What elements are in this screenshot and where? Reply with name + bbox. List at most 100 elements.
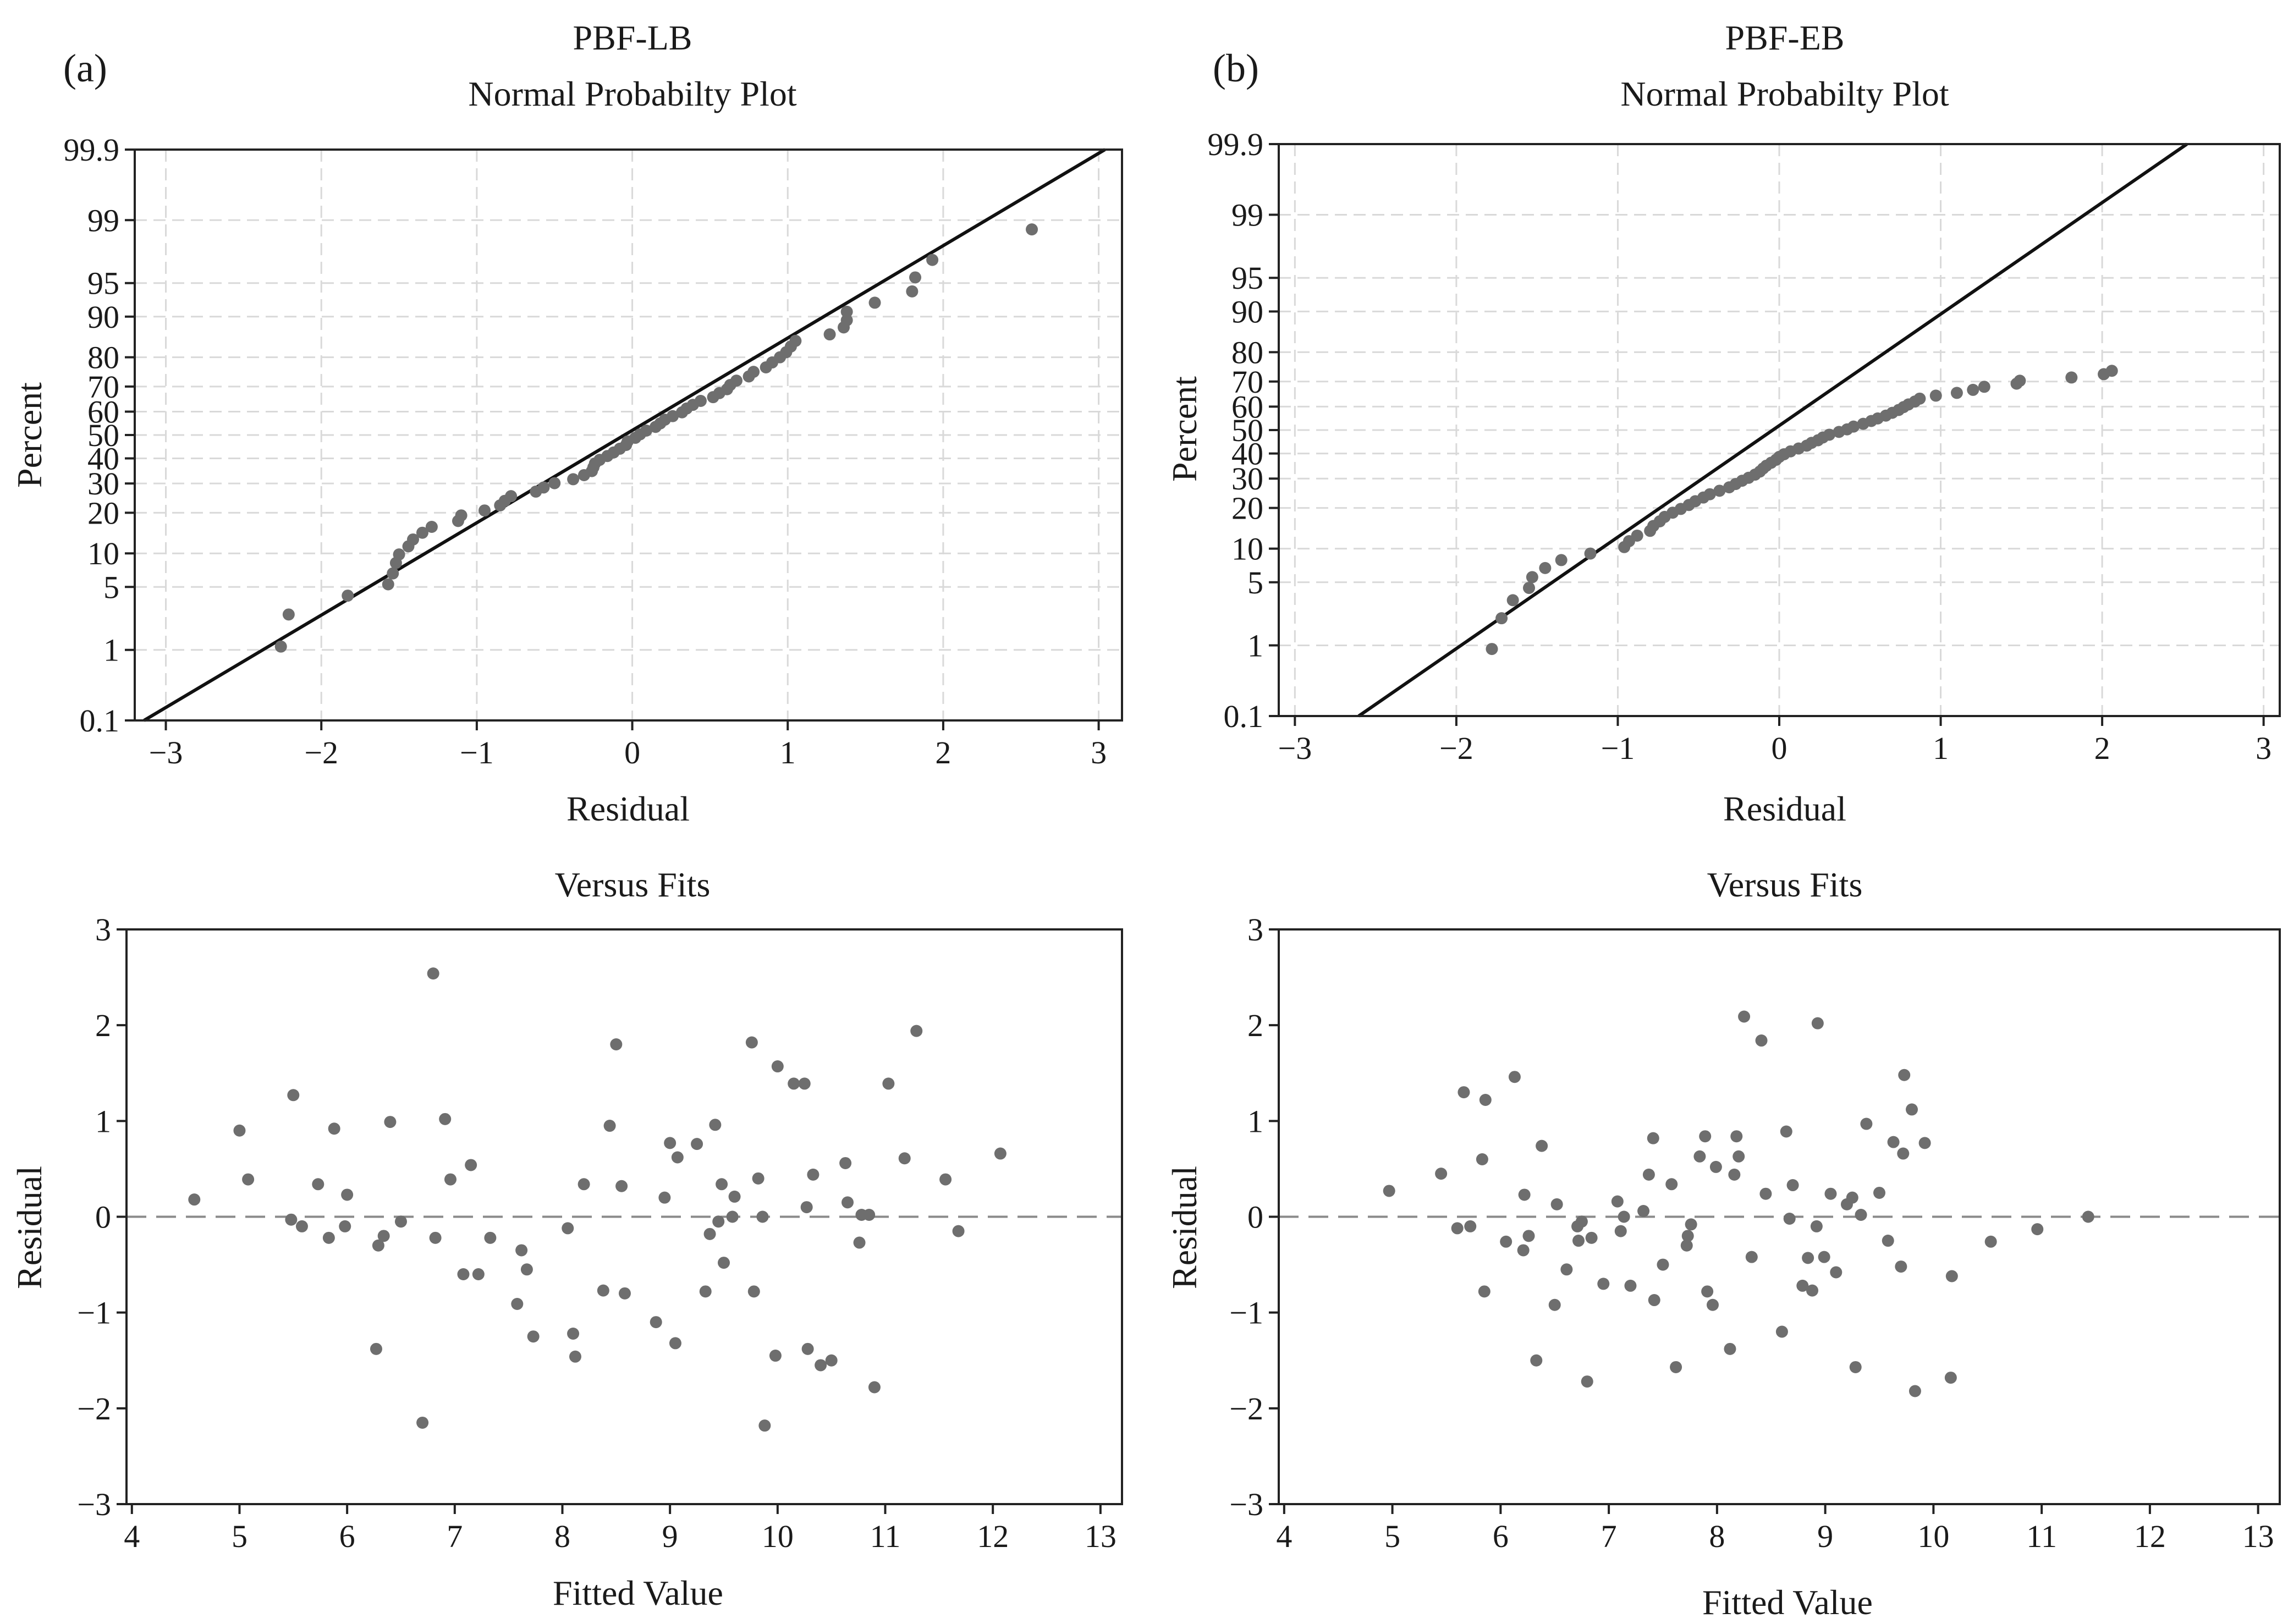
data-point [1895,1260,1907,1273]
data-point [1685,1218,1697,1231]
chart-pbf-eb-probability: (b) PBF-EB Normal Probabilty Plot −3 −2 −1… [1165,18,2281,828]
data-point [703,1227,716,1240]
data-point [658,1191,671,1204]
x-tick-label: 13 [1085,1518,1116,1554]
x-tick-label: 10 [762,1518,794,1554]
data-point [2014,375,2026,387]
data-point [1824,1187,1837,1200]
x-tick-label: −2 [304,735,338,770]
data-point [1701,1285,1714,1298]
x-tick-label: 3 [1091,735,1107,770]
chart-title: Normal Probabilty Plot [468,74,797,113]
data-point [1508,1071,1521,1083]
data-point [1786,1179,1799,1192]
y-tick-label: 99 [87,202,119,238]
y-axis-label: Percent [1165,376,1204,482]
y-tick-label: 30 [1231,461,1263,497]
data-point [747,1285,760,1298]
data-point [511,1297,524,1310]
data-point [801,1342,814,1355]
data-point [1522,1230,1535,1242]
data-point [994,1147,1007,1160]
data-point [815,1359,827,1372]
data-point [188,1193,201,1206]
fit-line [1357,142,2188,718]
data-point [1637,1205,1650,1218]
data-point [1849,1361,1862,1373]
data-point [788,1077,800,1090]
data-point [439,1113,452,1125]
data-point [1435,1168,1448,1180]
data-point [1759,1187,1772,1200]
data-point [610,1038,623,1050]
data-point [569,1350,581,1363]
data-point [939,1173,952,1186]
data-point [416,1416,429,1429]
data-point [1665,1178,1678,1191]
data-point [1581,1375,1593,1388]
data-point [1500,1235,1513,1248]
data-point [952,1225,965,1237]
y-tick-label: 99.9 [1208,126,1264,162]
data-point [910,1025,923,1037]
x-tick-label: 1 [1933,730,1949,766]
y-tick-label: −2 [1229,1391,1263,1427]
y-tick-label: 10 [87,536,119,571]
x-axis-label: Fitted Value [553,1573,723,1612]
data-point [863,1209,876,1221]
points-layer [188,967,1007,1432]
data-point [1681,1230,1694,1242]
x-tick-label: 2 [2094,730,2110,766]
y-tick-label: 40 [87,441,119,477]
y-tick-label: 99.9 [64,132,120,168]
data-point [1693,1150,1706,1163]
data-point [1944,1372,1957,1384]
data-point [312,1178,324,1191]
data-point [287,1089,300,1102]
data-point [427,967,439,980]
data-point [548,477,561,489]
y-tick-label: 1 [1247,1103,1263,1139]
points-layer [1486,365,2118,656]
data-point [1873,1186,1885,1199]
x-tick-label: 13 [2242,1518,2274,1554]
data-point [1823,428,1835,441]
x-axis-label: Residual [566,789,690,828]
data-point [1536,1139,1548,1152]
y-tick-label: 80 [87,340,119,376]
y-tick-label: −3 [1229,1487,1263,1522]
data-point [479,504,491,517]
x-tick-label: −1 [460,735,494,770]
data-point [691,1138,703,1150]
data-point [1898,1069,1911,1081]
data-point [1495,612,1508,625]
data-point [1860,1117,1873,1130]
grid-layer [135,148,1122,722]
data-point [752,1172,765,1185]
x-tick-label: −2 [1439,730,1473,766]
x-axis-ticks: 4 5 6 7 8 9 10 11 12 13 [124,1504,1116,1554]
chart-supertitle: PBF-EB [1725,18,1845,57]
x-tick-label: −1 [1601,730,1635,766]
data-point [1796,1279,1809,1292]
data-point [1451,1222,1464,1235]
data-point [868,296,881,309]
data-point [1783,1212,1796,1225]
data-point [406,533,419,546]
data-point [339,1220,351,1232]
y-tick-label: 10 [1231,531,1263,567]
data-point [1909,1385,1921,1397]
data-point [2031,1223,2044,1236]
y-tick-label: −1 [77,1295,111,1331]
y-axis-label: Residual [10,1166,49,1289]
data-point [1882,1235,1894,1247]
x-tick-label: 9 [1817,1518,1833,1554]
data-point [769,1350,782,1362]
data-point [842,1196,854,1209]
data-point [2082,1210,2094,1223]
y-tick-label: −1 [1229,1295,1263,1331]
chart-supertitle: PBF-LB [573,18,692,57]
data-point [1575,1215,1588,1228]
data-point [669,1337,681,1350]
data-point [1906,1103,1918,1116]
